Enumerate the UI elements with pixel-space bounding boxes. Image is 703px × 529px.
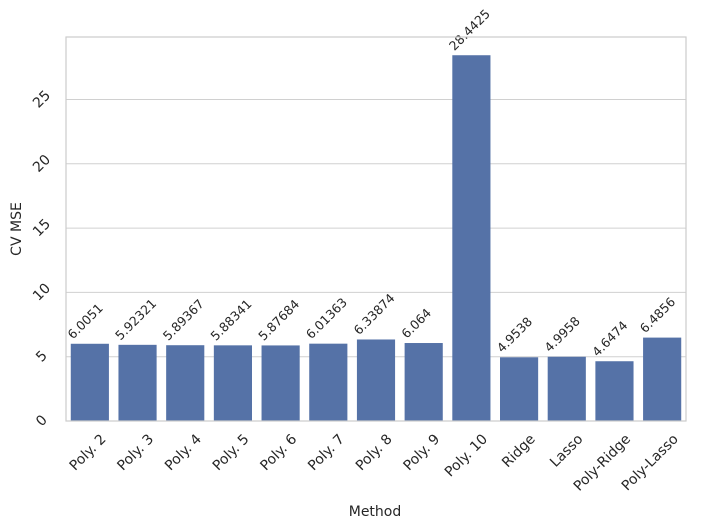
value-label: 4.6474 (589, 318, 631, 360)
y-axis-title: CV MSE (9, 202, 25, 256)
x-tick-label: Poly. 4 (162, 431, 205, 474)
bar (166, 345, 205, 421)
x-tick-label: Poly. 6 (257, 431, 300, 474)
value-label: 5.88341 (207, 296, 254, 343)
plot-border (65, 36, 687, 422)
x-tick-label: Ridge (499, 431, 539, 471)
x-tick-label: Poly. 10 (442, 431, 491, 480)
value-label: 6.33874 (351, 290, 398, 337)
y-tick-label: 20 (30, 152, 54, 176)
x-tick-label: Poly. 8 (353, 431, 396, 474)
x-tick-label: Poly. 7 (305, 431, 348, 474)
value-label: 6.4856 (637, 294, 679, 336)
x-tick-label: Lasso (547, 431, 586, 470)
value-label: 5.92321 (112, 296, 159, 343)
x-tick-label: Poly. 2 (67, 431, 110, 474)
value-label: 5.87684 (255, 296, 302, 343)
y-tick-label: 5 (33, 348, 51, 366)
bar (261, 345, 300, 421)
bar (643, 337, 682, 421)
bar (70, 343, 109, 421)
bar (500, 357, 539, 421)
bar (404, 343, 443, 421)
value-label: 4.9958 (541, 313, 583, 355)
value-label: 4.9538 (494, 314, 536, 356)
value-label: 6.01363 (303, 295, 350, 342)
value-label: 28.4425 (446, 6, 493, 53)
x-tick-label: Poly. 9 (401, 431, 444, 474)
x-tick-label: Poly. 3 (114, 431, 157, 474)
value-label: 5.89367 (160, 296, 207, 343)
y-tick-label: 15 (30, 216, 54, 240)
bar (595, 361, 634, 421)
bar (309, 343, 348, 421)
bar (213, 345, 252, 421)
value-label: 6.0051 (64, 300, 106, 342)
x-tick-label: Poly. 5 (210, 431, 253, 474)
value-label: 6.064 (398, 305, 434, 341)
y-tick-label: 10 (30, 280, 54, 304)
y-tick-label: 0 (33, 412, 51, 430)
bar (118, 344, 157, 421)
bar (547, 356, 586, 421)
y-tick-label: 25 (30, 88, 54, 112)
bar (452, 55, 491, 422)
bar (356, 339, 396, 421)
x-axis-title: Method (349, 504, 402, 520)
